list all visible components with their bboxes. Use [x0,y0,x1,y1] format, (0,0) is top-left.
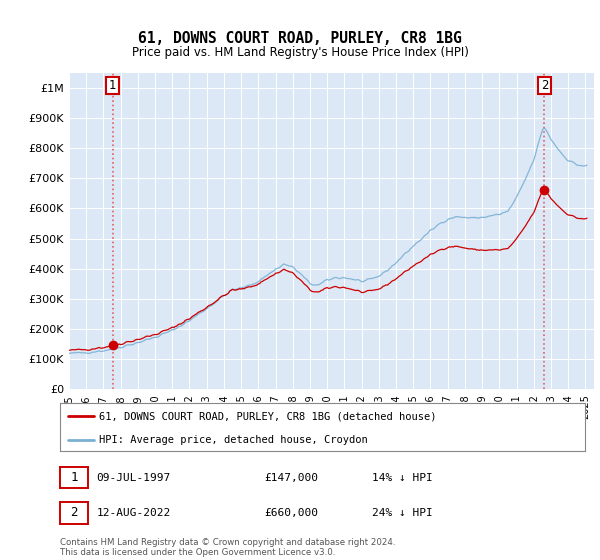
Text: Price paid vs. HM Land Registry's House Price Index (HPI): Price paid vs. HM Land Registry's House … [131,46,469,59]
Text: 61, DOWNS COURT ROAD, PURLEY, CR8 1BG (detached house): 61, DOWNS COURT ROAD, PURLEY, CR8 1BG (d… [100,411,437,421]
Text: £660,000: £660,000 [264,508,318,518]
Text: 12-AUG-2022: 12-AUG-2022 [97,508,171,518]
Text: 2: 2 [541,79,548,92]
Text: Contains HM Land Registry data © Crown copyright and database right 2024.
This d: Contains HM Land Registry data © Crown c… [60,538,395,557]
Text: HPI: Average price, detached house, Croydon: HPI: Average price, detached house, Croy… [100,435,368,445]
Text: 61, DOWNS COURT ROAD, PURLEY, CR8 1BG: 61, DOWNS COURT ROAD, PURLEY, CR8 1BG [138,31,462,46]
Text: 1: 1 [70,471,77,484]
Text: 09-JUL-1997: 09-JUL-1997 [97,473,171,483]
Text: £147,000: £147,000 [264,473,318,483]
Text: 24% ↓ HPI: 24% ↓ HPI [372,508,433,518]
Text: 14% ↓ HPI: 14% ↓ HPI [372,473,433,483]
Text: 2: 2 [70,506,77,520]
Text: 1: 1 [109,79,116,92]
